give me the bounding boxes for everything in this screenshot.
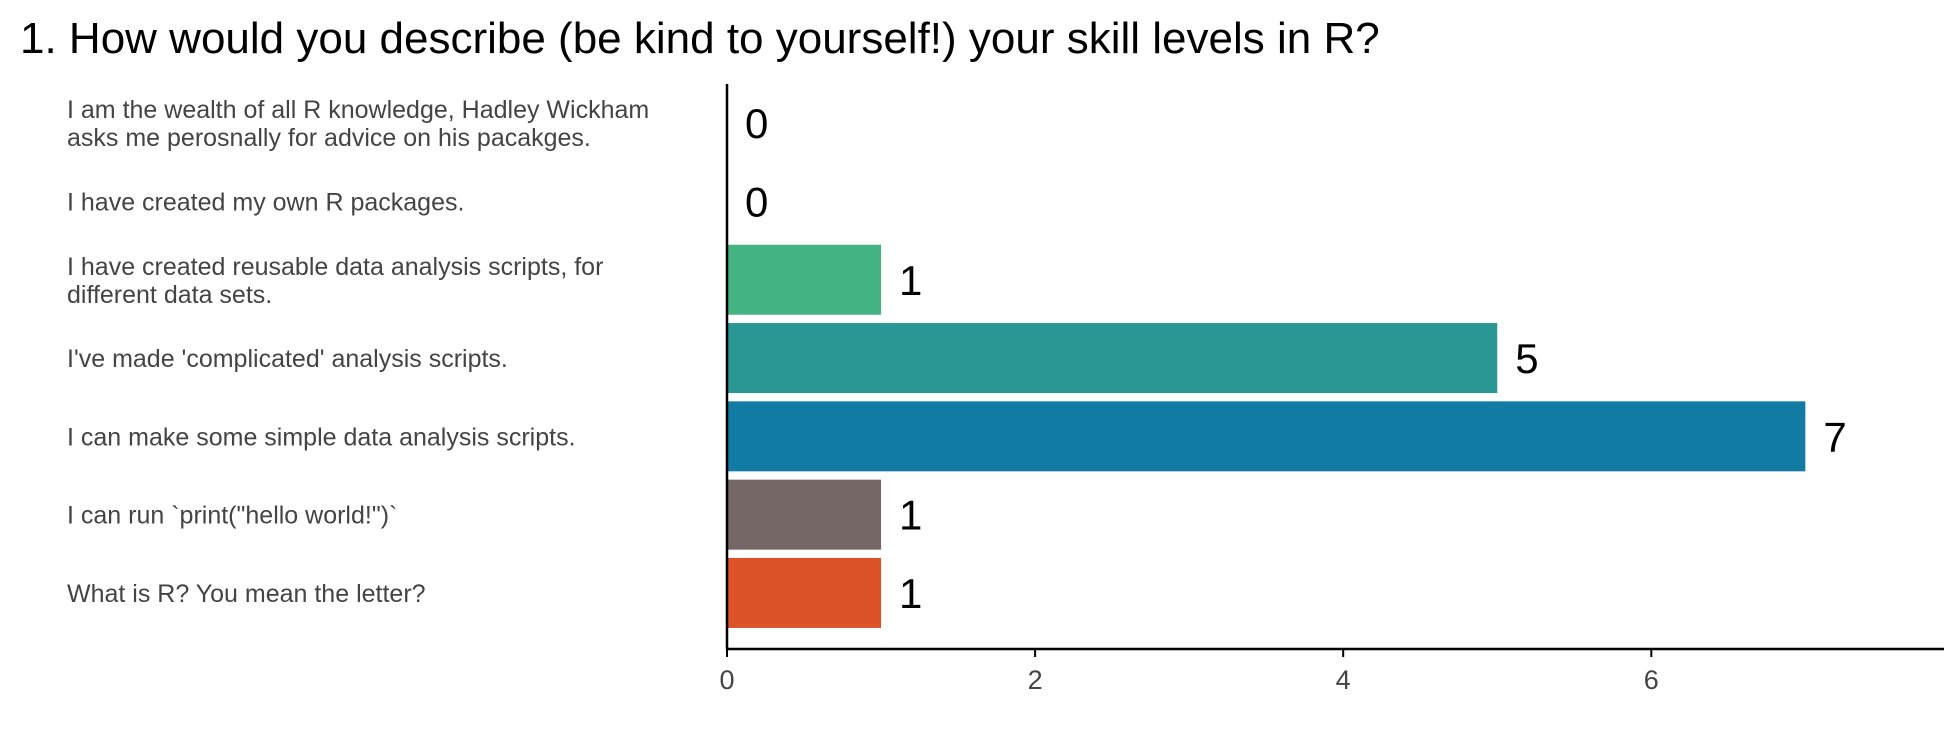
bar [727, 479, 882, 550]
value-label: 5 [1515, 335, 1538, 382]
category-label: I can make some simple data analysis scr… [67, 423, 576, 451]
category-label: I have created my own R packages. [67, 188, 464, 216]
value-label: 7 [1823, 413, 1846, 460]
x-tick-label: 4 [1336, 665, 1351, 695]
category-label: I've made 'complicated' analysis scripts… [67, 345, 508, 373]
category-labels: I am the wealth of all R knowledge, Hadl… [67, 96, 649, 608]
category-label: What is R? You mean the letter? [67, 580, 426, 608]
axes: 0 2 4 6 [719, 84, 1944, 695]
bars-layer [727, 244, 1806, 628]
value-label: 1 [899, 570, 922, 617]
x-tick-label: 2 [1028, 665, 1043, 695]
x-tick-label: 0 [719, 665, 734, 695]
chart-title: 1. How would you describe (be kind to yo… [20, 14, 1380, 63]
bar [727, 557, 882, 628]
category-label: I am the wealth of all R knowledge, Hadl… [67, 96, 649, 152]
value-label: 0 [745, 100, 768, 147]
value-label: 0 [745, 178, 768, 225]
bar [727, 244, 882, 315]
value-labels: 0 0 1 5 7 1 1 [745, 100, 1847, 617]
category-label: I have created reusable data analysis sc… [67, 253, 603, 309]
value-label: 1 [899, 492, 922, 539]
bar [727, 401, 1806, 472]
value-label: 1 [899, 257, 922, 304]
bar [727, 323, 1498, 394]
category-label: I can run `print("hello world!")` [67, 502, 397, 530]
x-tick-label: 6 [1644, 665, 1659, 695]
